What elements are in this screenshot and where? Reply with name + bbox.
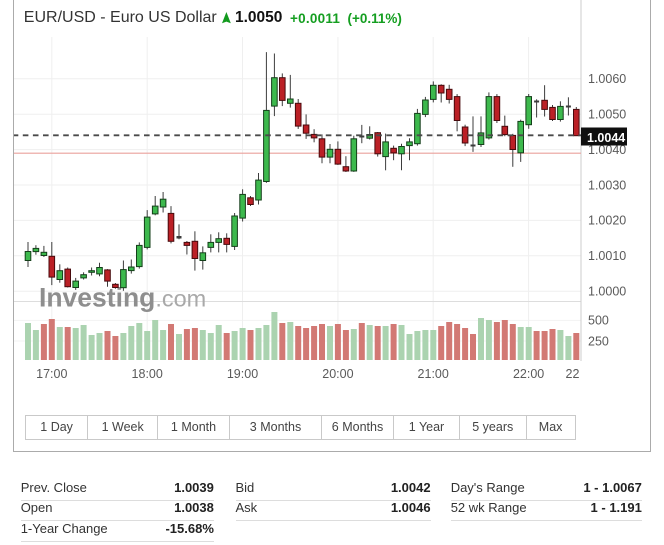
svg-text:1.0040: 1.0040	[588, 143, 626, 157]
svg-text:1.0050: 1.0050	[588, 108, 626, 122]
svg-text:250: 250	[588, 334, 609, 348]
svg-text:1.0010: 1.0010	[588, 249, 626, 263]
svg-text:17:00: 17:00	[36, 367, 67, 381]
svg-text:1.0044: 1.0044	[587, 131, 625, 145]
svg-text:22:00: 22:00	[513, 367, 544, 381]
svg-text:22: 22	[566, 367, 580, 381]
svg-text:1.0020: 1.0020	[588, 214, 626, 228]
svg-text:20:00: 20:00	[322, 367, 353, 381]
svg-text:1.0060: 1.0060	[588, 72, 626, 86]
svg-text:21:00: 21:00	[418, 367, 449, 381]
svg-text:500: 500	[588, 314, 609, 328]
svg-text:18:00: 18:00	[132, 367, 163, 381]
svg-text:1.0030: 1.0030	[588, 178, 626, 192]
svg-text:1.0000: 1.0000	[588, 285, 626, 299]
svg-text:19:00: 19:00	[227, 367, 258, 381]
